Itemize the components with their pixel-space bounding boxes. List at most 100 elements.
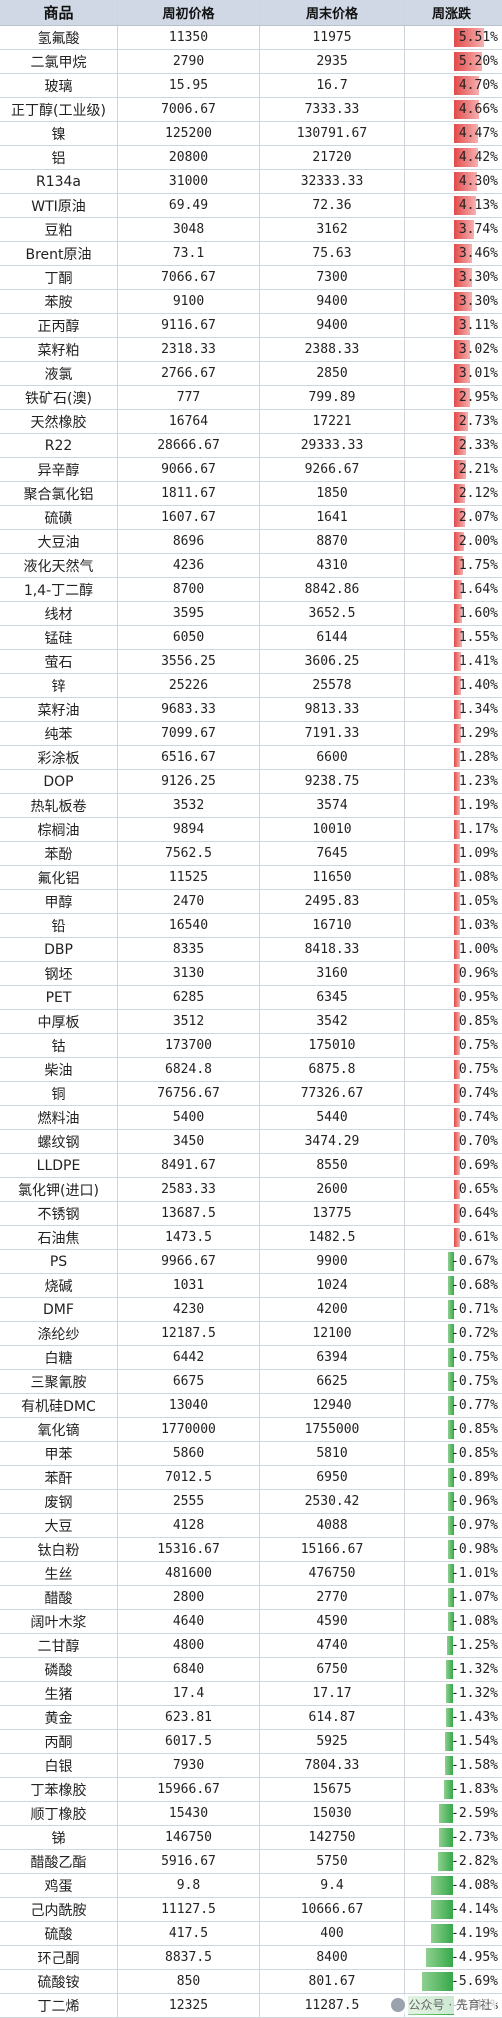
start-price: 417.5 xyxy=(118,1922,260,1945)
change-bar xyxy=(447,1444,454,1463)
weekly-change-value: 1.05% xyxy=(458,894,498,909)
table-row: 彩涂板 6516.67 6600 1.28% xyxy=(0,746,502,770)
commodity-name: 二氯甲烷 xyxy=(0,50,118,73)
weekly-change-value: 0.65% xyxy=(458,1182,498,1197)
end-price: 6750 xyxy=(260,1658,405,1681)
change-bar xyxy=(447,1324,454,1343)
change-bar xyxy=(453,340,470,359)
start-price: 15316.67 xyxy=(118,1538,260,1561)
change-bar xyxy=(453,772,461,791)
weekly-change-value: 1.17% xyxy=(458,822,498,837)
commodity-name: 生猪 xyxy=(0,1682,118,1705)
end-price: 9238.75 xyxy=(260,770,405,793)
change-bar xyxy=(453,76,480,95)
weekly-change-value: 5.51% xyxy=(458,30,498,45)
table-row: 丁酮 7066.67 7300 3.30% xyxy=(0,266,502,290)
weekly-change: 0.74% xyxy=(405,1082,502,1105)
change-bar xyxy=(453,748,461,767)
weekly-change-value: -4.95% xyxy=(451,1950,498,1965)
end-price: 11975 xyxy=(260,26,405,49)
weekly-change: 2.00% xyxy=(405,530,502,553)
end-price: 3162 xyxy=(260,218,405,241)
commodity-name: 锌 xyxy=(0,674,118,697)
commodity-name: 阔叶木浆 xyxy=(0,1610,118,1633)
weekly-change: 2.33% xyxy=(405,434,502,457)
start-price: 1473.5 xyxy=(118,1226,260,1249)
start-price: 3048 xyxy=(118,218,260,241)
end-price: 3652.5 xyxy=(260,602,405,625)
weekly-change: -4.14% xyxy=(405,1898,502,1921)
end-price: 12100 xyxy=(260,1322,405,1345)
weekly-change: 1.03% xyxy=(405,914,502,937)
table-row: 1,4-丁二醇 8700 8842.86 1.64% xyxy=(0,578,502,602)
weekly-change: 0.85% xyxy=(405,1010,502,1033)
change-bar xyxy=(453,580,463,599)
change-bar xyxy=(453,388,470,407)
weekly-change-value: 4.42% xyxy=(458,150,498,165)
wechat-icon xyxy=(390,1997,405,2012)
weekly-change: 1.19% xyxy=(405,794,502,817)
weekly-change-value: 1.41% xyxy=(458,654,498,669)
end-price: 5925 xyxy=(260,1730,405,1753)
commodity-name: 菜籽粕 xyxy=(0,338,118,361)
start-price: 3532 xyxy=(118,794,260,817)
table-row: 生猪 17.4 17.17 -1.32% xyxy=(0,1682,502,1706)
weekly-change-value: 1.60% xyxy=(458,606,498,621)
change-bar xyxy=(453,52,482,71)
end-price: 16710 xyxy=(260,914,405,937)
end-price: 175010 xyxy=(260,1034,405,1057)
change-bar xyxy=(446,1660,454,1679)
start-price: 777 xyxy=(118,386,260,409)
table-row: 柴油 6824.8 6875.8 0.75% xyxy=(0,1058,502,1082)
table-row: 苯酚 7562.5 7645 1.09% xyxy=(0,842,502,866)
end-price: 25578 xyxy=(260,674,405,697)
start-price: 3450 xyxy=(118,1130,260,1153)
end-price: 130791.67 xyxy=(260,122,405,145)
end-price: 7191.33 xyxy=(260,722,405,745)
change-bar xyxy=(422,1972,454,1991)
change-bar xyxy=(453,460,466,479)
start-price: 16764 xyxy=(118,410,260,433)
weekly-change: 2.07% xyxy=(405,506,502,529)
start-price: 8837.5 xyxy=(118,1946,260,1969)
weekly-change-value: -4.08% xyxy=(451,1878,498,1893)
weekly-change-value: 3.01% xyxy=(458,366,498,381)
change-bar xyxy=(453,988,460,1007)
weekly-change: -2.73% xyxy=(405,1826,502,1849)
end-price: 4200 xyxy=(260,1298,405,1321)
table-row: 白糖 6442 6394 -0.75% xyxy=(0,1346,502,1370)
end-price: 142750 xyxy=(260,1826,405,1849)
end-price: 6345 xyxy=(260,986,405,1009)
weekly-change-value: 1.28% xyxy=(458,750,498,765)
weekly-change: 3.02% xyxy=(405,338,502,361)
table-row: PET 6285 6345 0.95% xyxy=(0,986,502,1010)
table-row: 鸡蛋 9.8 9.4 -4.08% xyxy=(0,1874,502,1898)
change-bar xyxy=(453,484,466,503)
start-price: 11525 xyxy=(118,866,260,889)
start-price: 31000 xyxy=(118,170,260,193)
header-weekly-change: 周涨跌 xyxy=(431,7,471,22)
start-price: 1607.67 xyxy=(118,506,260,529)
table-row: DBP 8335 8418.33 1.00% xyxy=(0,938,502,962)
weekly-change-value: 3.02% xyxy=(458,342,498,357)
weekly-change: -0.71% xyxy=(405,1298,502,1321)
weekly-change: 0.65% xyxy=(405,1178,502,1201)
table-row: 液氯 2766.67 2850 3.01% xyxy=(0,362,502,386)
weekly-change: 2.12% xyxy=(405,482,502,505)
commodity-name: 己内酰胺 xyxy=(0,1898,118,1921)
commodity-name: 钛白粉 xyxy=(0,1538,118,1561)
commodity-name: 白糖 xyxy=(0,1346,118,1369)
weekly-change: -1.01% xyxy=(405,1562,502,1585)
weekly-change-value: 1.55% xyxy=(458,630,498,645)
change-bar xyxy=(453,1156,460,1175)
weekly-change: 4.70% xyxy=(405,74,502,97)
change-bar xyxy=(453,1132,460,1151)
weekly-change: -1.07% xyxy=(405,1586,502,1609)
weekly-change-value: 2.73% xyxy=(458,414,498,429)
weekly-change-value: 1.09% xyxy=(458,846,498,861)
weekly-change-value: -0.68% xyxy=(451,1278,498,1293)
end-price: 2850 xyxy=(260,362,405,385)
start-price: 7006.67 xyxy=(118,98,260,121)
weekly-change: 5.51% xyxy=(405,26,502,49)
change-bar xyxy=(445,1708,454,1727)
